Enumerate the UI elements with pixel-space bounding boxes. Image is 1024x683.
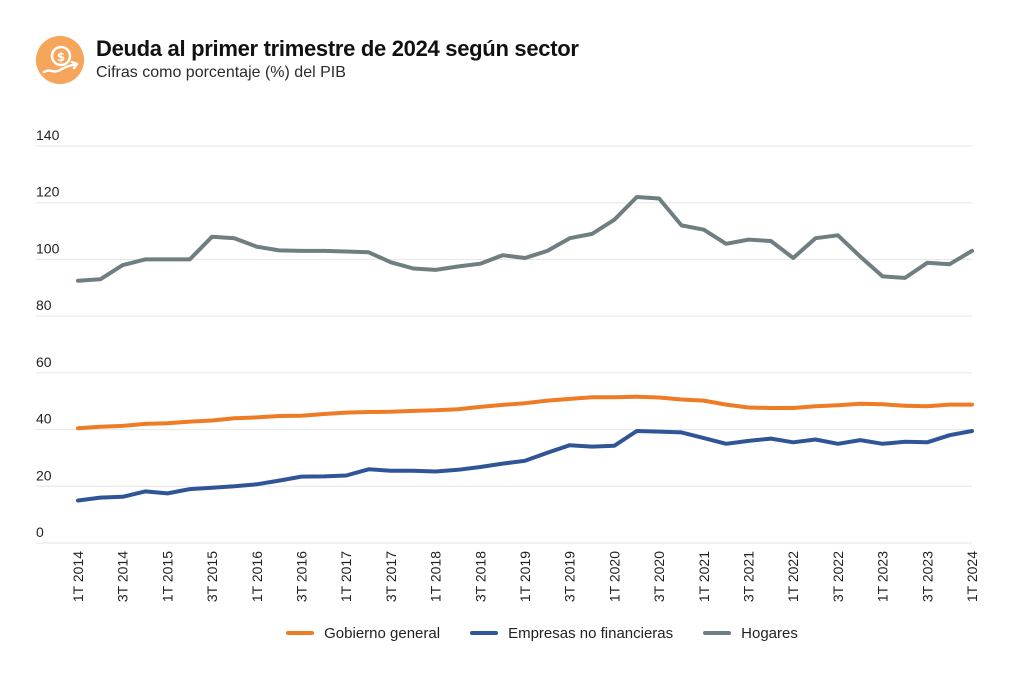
x-tick-label: 3T 2014 (115, 551, 131, 602)
x-tick-label: 1T 2020 (606, 551, 622, 602)
x-tick-label: 3T 2020 (651, 551, 667, 602)
x-tick-label: 1T 2018 (428, 551, 444, 602)
chart-title: Deuda al primer trimestre de 2024 según … (96, 36, 579, 61)
x-tick-label: 3T 2016 (294, 551, 310, 602)
svg-text:$: $ (57, 50, 65, 64)
x-tick-label: 1T 2021 (696, 551, 712, 602)
x-tick-label: 1T 2017 (338, 551, 354, 602)
legend-label-hogares: Hogares (741, 624, 798, 642)
y-tick-label: 120 (36, 184, 60, 200)
x-tick-label: 1T 2023 (875, 551, 891, 602)
x-tick-label: 1T 2016 (249, 551, 265, 602)
x-tick-label: 3T 2021 (741, 551, 757, 602)
x-tick-label: 3T 2022 (830, 551, 846, 602)
series-line-gobierno-general (76, 394, 974, 431)
x-tick-label: 3T 2015 (204, 551, 220, 602)
x-tick-label: 1T 2015 (159, 551, 175, 602)
chart-header: $ Deuda al primer trimestre de 2024 segú… (36, 34, 996, 90)
y-tick-label: 40 (36, 411, 52, 427)
legend-item-gobierno: Gobierno general (286, 625, 440, 642)
y-tick-label: 60 (36, 354, 52, 370)
legend-label-empresas: Empresas no financieras (508, 624, 674, 642)
legend-label-gobierno: Gobierno general (324, 624, 441, 642)
grid-lines (36, 145, 972, 544)
series-line-empresas-no-financieras (76, 429, 974, 503)
x-tick-label: 1T 2019 (517, 551, 533, 602)
x-tick-label: 3T 2023 (919, 551, 935, 602)
y-tick-label: 80 (36, 297, 52, 313)
chart-legend: Gobierno general Empresas no financieras… (0, 620, 1024, 646)
x-tick-label: 3T 2019 (562, 551, 578, 602)
x-tick-label: 1T 2022 (785, 551, 801, 602)
x-tick-label: 1T 2024 (964, 551, 980, 602)
series-line-hogares (76, 195, 974, 283)
series-lines (76, 195, 974, 503)
x-tick-label: 1T 2014 (70, 551, 86, 602)
legend-swatch-empresas (470, 631, 499, 635)
legend-item-empresas: Empresas no financieras (470, 625, 673, 642)
legend-swatch-gobierno (286, 631, 315, 635)
legend-item-hogares: Hogares (703, 625, 798, 642)
legend-swatch-hogares (703, 631, 732, 635)
x-axis-ticks: 1T 2014 3T 2014 1T 2015 3T 2015 1T 2016 3T 20… (70, 551, 980, 602)
y-tick-label: 100 (36, 240, 60, 256)
y-tick-label: 140 (36, 127, 60, 143)
y-tick-label: 0 (36, 524, 44, 540)
x-tick-label: 3T 2018 (472, 551, 488, 602)
chart-subtitle: Cifras como porcentaje (%) del PIB (96, 64, 346, 81)
y-tick-label: 20 (36, 467, 52, 483)
y-axis-ticks: 0 20 40 60 80 100 120 140 (36, 127, 60, 540)
x-tick-label: 3T 2017 (383, 551, 399, 602)
money-growth-icon: $ (36, 36, 84, 84)
